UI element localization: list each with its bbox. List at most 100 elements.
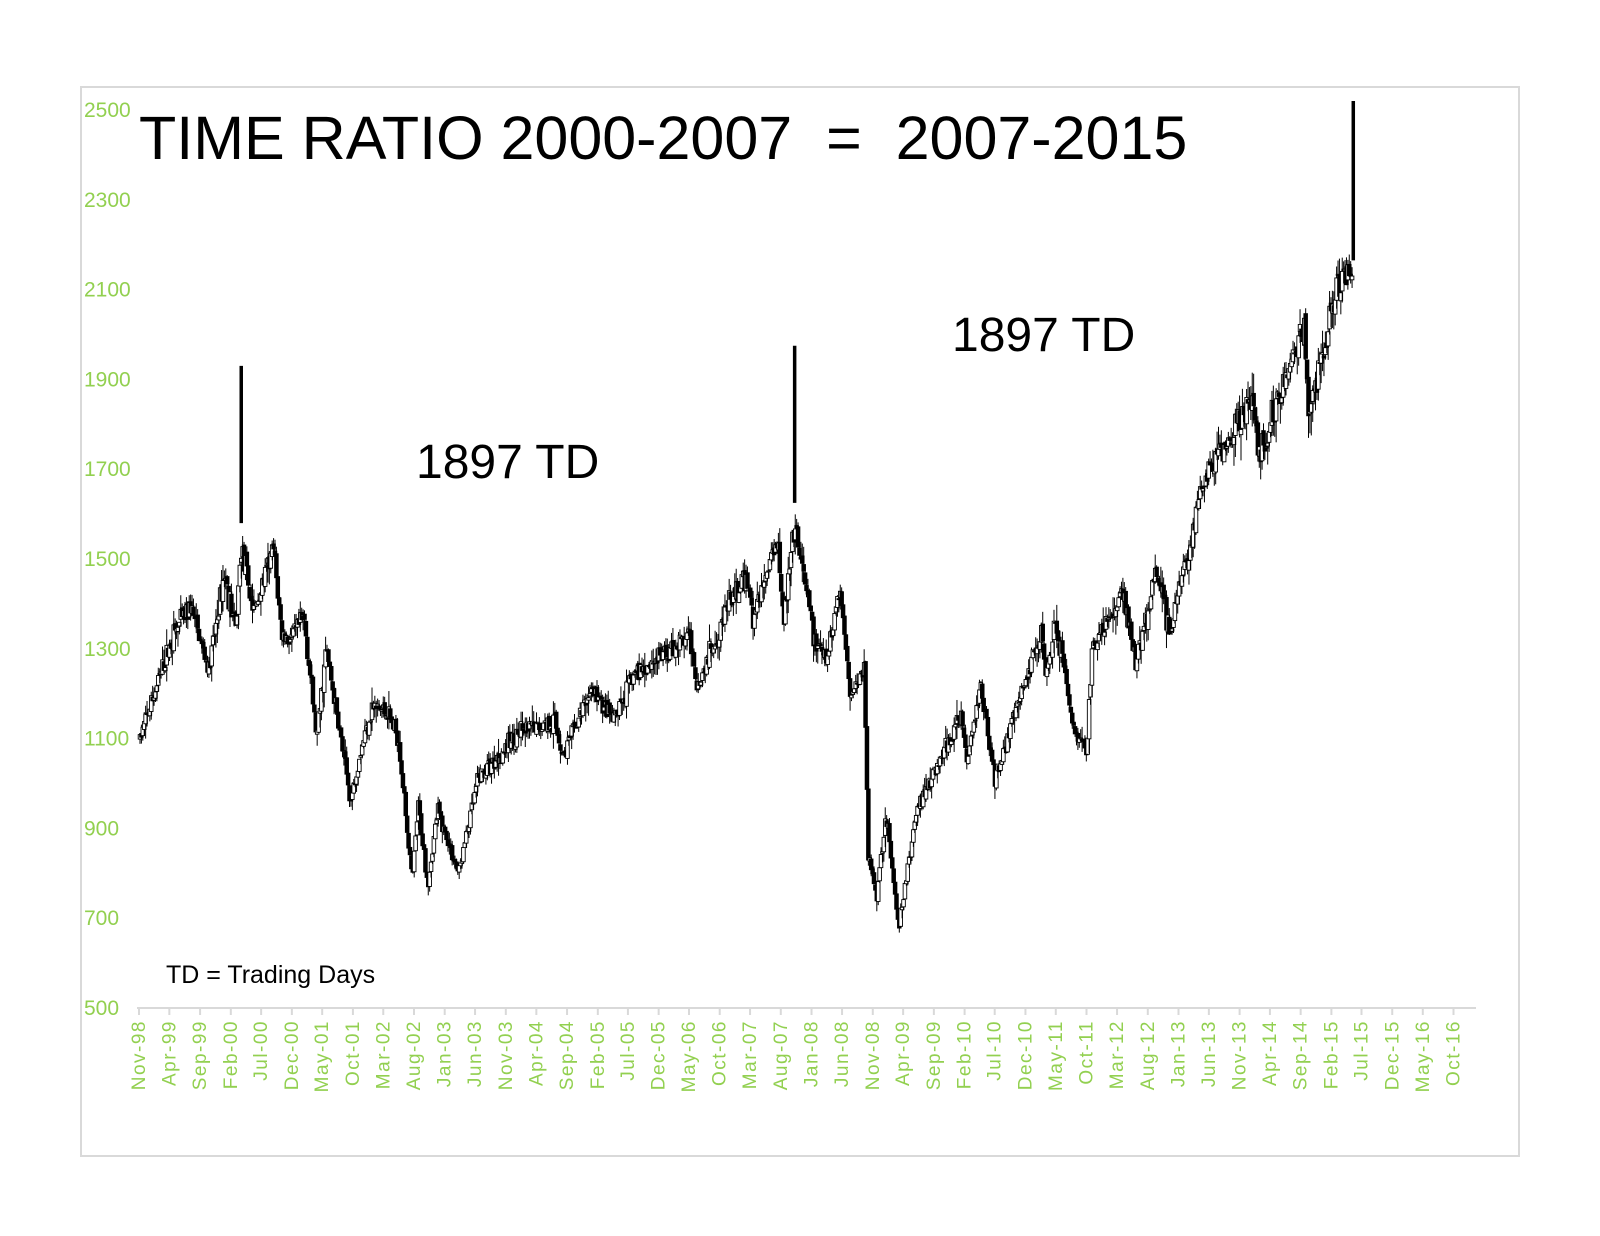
candle	[965, 755, 971, 765]
x-tick-label: Feb-05	[588, 1020, 609, 1089]
candle	[1238, 426, 1244, 461]
x-tick-label: Oct-16	[1444, 1020, 1465, 1086]
candle	[624, 669, 629, 719]
x-tick-label: Jan-03	[435, 1020, 456, 1087]
candle	[576, 717, 581, 732]
x-tick-label: Mar-12	[1107, 1020, 1128, 1089]
annotation-td-legend: TD = Trading Days	[166, 961, 375, 989]
annotation-td-2000-2007: 1897 TD	[416, 436, 599, 489]
y-tick-label: 700	[84, 907, 119, 930]
candle	[411, 849, 417, 878]
x-tick-label: Mar-07	[740, 1020, 761, 1089]
candle	[427, 870, 432, 892]
candle	[262, 558, 268, 593]
x-tick-label: Nov-98	[129, 1020, 150, 1090]
candle	[395, 717, 400, 753]
candle	[1126, 604, 1131, 636]
candle	[291, 627, 296, 640]
candle	[1154, 565, 1159, 579]
x-tick-label: Sep-99	[190, 1020, 211, 1090]
x-tick-label: Oct-11	[1077, 1020, 1098, 1085]
x-tick-label: Jul-10	[985, 1020, 1006, 1081]
candle	[1086, 693, 1092, 754]
x-tick-label: Oct-01	[343, 1020, 364, 1086]
candle	[514, 717, 520, 753]
x-tick-label: Apr-14	[1260, 1020, 1281, 1086]
candle	[336, 711, 341, 730]
y-tick-label: 2300	[84, 189, 131, 212]
candle	[1067, 685, 1072, 711]
candle	[864, 722, 870, 794]
candle	[246, 564, 251, 589]
x-tick-label: Jul-15	[1352, 1020, 1373, 1081]
candle	[537, 717, 542, 737]
candle	[1296, 325, 1301, 366]
candle	[875, 880, 881, 906]
candle	[866, 786, 871, 866]
candle	[1140, 629, 1145, 651]
x-tick-label: Aug-12	[1138, 1020, 1159, 1090]
x-tick-label: Sep-04	[557, 1020, 578, 1090]
y-tick-label: 1500	[84, 548, 131, 571]
candle	[407, 837, 413, 856]
candle	[960, 709, 965, 729]
candle	[428, 859, 434, 878]
candle	[631, 674, 636, 691]
x-tick-label: Dec-10	[1015, 1020, 1036, 1090]
candle	[565, 731, 570, 765]
candle	[1306, 376, 1311, 438]
candle	[618, 686, 624, 701]
candle	[305, 626, 310, 667]
candle	[362, 718, 368, 744]
y-tick-label: 1100	[84, 728, 129, 751]
candle	[890, 857, 895, 869]
x-tick-label: Jul-00	[251, 1020, 272, 1081]
candle	[795, 522, 801, 552]
x-tick-label: May-06	[679, 1020, 700, 1092]
x-tick-label: Dec-00	[282, 1020, 303, 1090]
chart-title: TIME RATIO 2000-2007 = 2007-2015	[139, 104, 1187, 172]
yticks-layer: 500 700 900 1100 1300 1500 1700 1900 2100 2300 250…	[84, 99, 131, 1020]
y-tick-label: 1300	[84, 638, 131, 661]
chart-frame: Nov-98 Apr-99 Sep-99 Feb-00 Jul-00 Dec-00 May-…	[80, 86, 1520, 1157]
x-tick-label: Apr-09	[893, 1020, 914, 1086]
candle	[815, 635, 821, 664]
candle	[149, 691, 154, 720]
x-tick-label: Feb-15	[1321, 1020, 1342, 1089]
x-tick-label: Nov-13	[1230, 1020, 1251, 1090]
candle	[1013, 707, 1019, 722]
annotation-td-2007-2015: 1897 TD	[952, 309, 1135, 362]
x-tick-label: Jun-08	[832, 1020, 853, 1087]
candle	[310, 676, 316, 708]
x-tick-label: Jan-08	[802, 1020, 823, 1087]
candles-layer	[137, 254, 1355, 933]
candle	[888, 838, 894, 861]
candle	[1167, 608, 1172, 636]
candle	[1283, 361, 1289, 396]
y-tick-label: 1900	[84, 368, 131, 391]
candle	[1040, 611, 1045, 643]
markers-layer	[239, 101, 1356, 524]
x-tick-label: Aug-07	[771, 1020, 792, 1090]
candle	[1008, 719, 1013, 749]
x-tick-label: May-16	[1413, 1020, 1434, 1092]
y-tick-label: 1700	[84, 458, 131, 481]
candle	[998, 763, 1003, 776]
y-tick-label: 900	[84, 817, 119, 840]
candle	[802, 567, 808, 587]
candle	[357, 758, 362, 774]
candle	[413, 833, 418, 852]
x-tick-label: Sep-09	[924, 1020, 945, 1090]
candle	[202, 639, 207, 661]
y-tick-label: 2100	[84, 279, 131, 302]
x-tick-label: Oct-06	[710, 1020, 731, 1086]
chart-svg: Nov-98 Apr-99 Sep-99 Feb-00 Jul-00 Dec-00 May-…	[84, 99, 1476, 1092]
xticks-layer: Nov-98 Apr-99 Sep-99 Feb-00 Jul-00 Dec-00 May-…	[129, 1008, 1465, 1092]
x-tick-label: Apr-04	[526, 1020, 547, 1086]
x-tick-label: Nov-08	[863, 1020, 884, 1090]
x-tick-label: Mar-02	[373, 1020, 394, 1089]
candle	[229, 583, 234, 618]
x-tick-label: Feb-00	[221, 1020, 242, 1089]
x-tick-label: Aug-02	[404, 1020, 425, 1090]
y-tick-label: 2500	[84, 99, 131, 122]
